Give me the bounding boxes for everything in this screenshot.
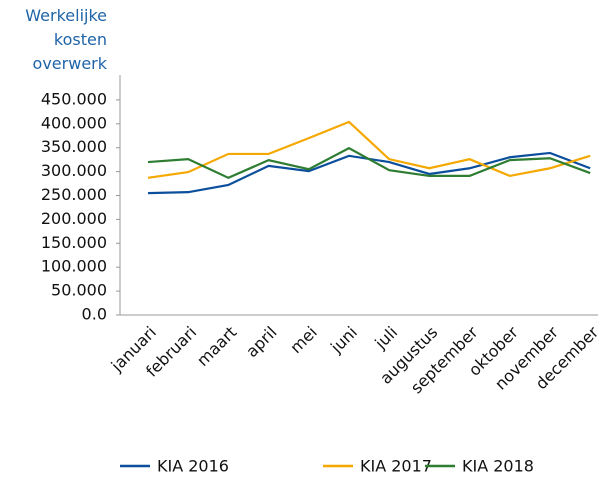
y-tick-label: 50.000 [51, 281, 107, 300]
x-tick-label: mei [286, 323, 321, 358]
x-tick-label: juli [370, 323, 401, 354]
series-line [147, 146, 591, 180]
series-line [147, 120, 591, 179]
y-tick-label: 0.0 [82, 305, 107, 324]
y-tick-label: 200.000 [41, 209, 107, 228]
x-tick-label: maart [193, 323, 240, 370]
y-tick-label: 400.000 [41, 113, 107, 132]
y-tick-label: 250.000 [41, 185, 107, 204]
legend-label: KIA 2017 [360, 457, 432, 476]
y-tick-label: 350.000 [41, 137, 107, 156]
legend-label: KIA 2018 [462, 457, 534, 476]
legend-label: KIA 2016 [157, 457, 229, 476]
x-tick-label: juni [326, 323, 361, 358]
y-tick-label: 300.000 [41, 161, 107, 180]
chart-title: Werkelijke kosten overwerk [25, 6, 107, 73]
y-tick-label: 450.000 [41, 89, 107, 108]
y-tick-label: 150.000 [41, 233, 107, 252]
x-tick-label: april [242, 323, 280, 361]
y-tick-label: 100.000 [41, 257, 107, 276]
